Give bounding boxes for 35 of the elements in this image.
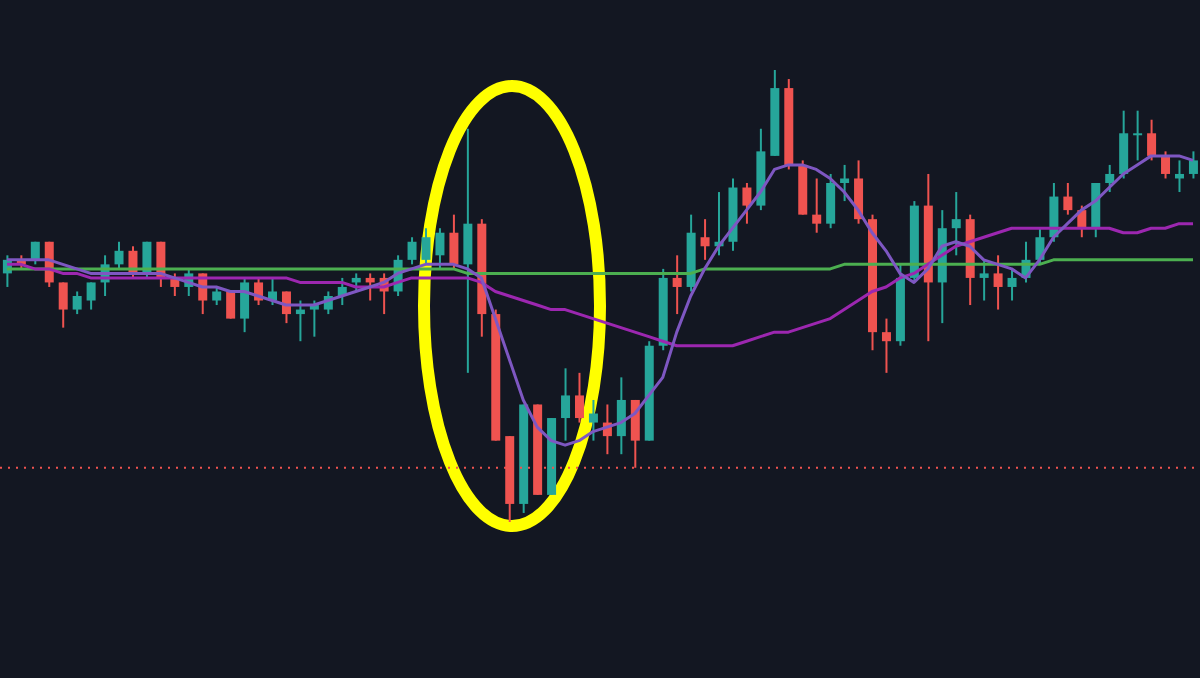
candlestick bbox=[449, 213, 459, 270]
candlestick bbox=[616, 376, 626, 456]
candlestick bbox=[840, 163, 850, 203]
candlestick bbox=[812, 177, 822, 234]
candlestick bbox=[86, 281, 96, 311]
candlestick bbox=[226, 290, 236, 320]
candlestick bbox=[574, 371, 584, 424]
candlestick bbox=[212, 285, 222, 307]
candlestick bbox=[407, 236, 417, 266]
candlestick bbox=[672, 254, 682, 316]
candlestick bbox=[742, 182, 752, 225]
candlestick bbox=[1133, 109, 1143, 162]
candlestick bbox=[435, 227, 445, 270]
candlestick bbox=[1035, 227, 1045, 266]
candlestick bbox=[1007, 267, 1017, 302]
candlestick bbox=[561, 367, 571, 442]
candlestick bbox=[700, 218, 710, 261]
candlestick bbox=[1161, 150, 1171, 180]
candlestick bbox=[72, 290, 82, 316]
candlestick bbox=[421, 227, 431, 266]
candlestick bbox=[240, 276, 250, 334]
candlestick bbox=[588, 398, 598, 442]
candlestick bbox=[114, 240, 124, 270]
candlestick bbox=[1063, 182, 1073, 216]
candlestick bbox=[993, 254, 1003, 311]
candlestick bbox=[463, 127, 473, 374]
candlestick bbox=[1119, 109, 1129, 180]
candlestick bbox=[1147, 118, 1157, 162]
candlestick bbox=[1188, 150, 1198, 180]
candlestick bbox=[58, 281, 68, 329]
candlestick bbox=[979, 258, 989, 302]
candlestick bbox=[881, 317, 891, 374]
candlestick bbox=[1105, 163, 1115, 194]
candlestick bbox=[826, 172, 836, 230]
candlestick bbox=[951, 191, 961, 257]
